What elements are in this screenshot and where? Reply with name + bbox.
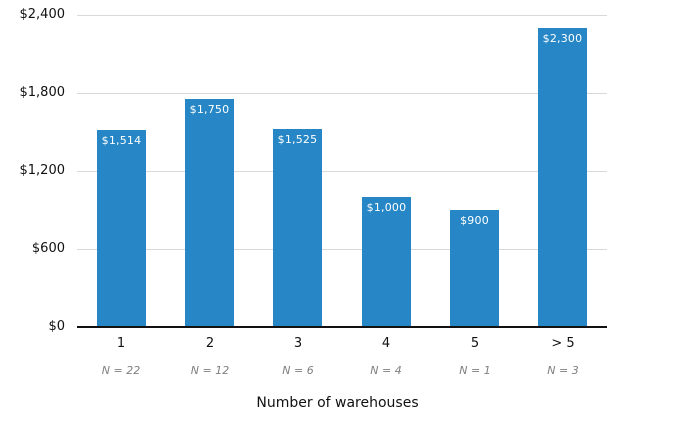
y-tick-label: $1,200 xyxy=(19,163,66,178)
x-tick-label: 4 xyxy=(381,336,391,351)
bar-5: $900 xyxy=(450,210,499,327)
bar-value-label: $1,000 xyxy=(366,201,407,214)
bar-4: $1,000 xyxy=(362,197,411,327)
x-axis-title: Number of warehouses xyxy=(256,395,419,411)
x-tick-label: 2 xyxy=(205,336,215,351)
n-count-label: N = 22 xyxy=(101,364,141,377)
x-tick-label: > 5 xyxy=(551,336,575,351)
bar-value-label: $1,525 xyxy=(277,133,318,146)
y-tick-label: $600 xyxy=(31,241,65,256)
bar-2: $1,750 xyxy=(185,99,234,327)
bar-3: $1,525 xyxy=(273,129,322,327)
n-count-label: N = 4 xyxy=(370,364,402,377)
gridline xyxy=(77,93,607,94)
y-tick-label: $1,800 xyxy=(19,85,66,100)
y-tick-label: $2,400 xyxy=(19,7,66,22)
n-count-label: N = 1 xyxy=(459,364,491,377)
gridline xyxy=(77,249,607,250)
bar-value-label: $1,750 xyxy=(189,103,230,116)
y-tick-label: $0 xyxy=(48,319,65,334)
bar-value-label: $900 xyxy=(460,214,489,227)
bar-6: $2,300 xyxy=(538,28,587,327)
bar-value-label: $1,514 xyxy=(101,134,142,147)
x-tick-label: 1 xyxy=(116,336,126,351)
n-count-label: N = 12 xyxy=(190,364,230,377)
n-count-label: N = 6 xyxy=(282,364,314,377)
x-tick-label: 5 xyxy=(470,336,480,351)
gridline xyxy=(77,171,607,172)
n-count-label: N = 3 xyxy=(547,364,579,377)
gridline xyxy=(77,15,607,16)
bar-value-label: $2,300 xyxy=(542,32,583,45)
bar-1: $1,514 xyxy=(97,130,146,327)
x-axis-line xyxy=(77,326,607,328)
x-tick-label: 3 xyxy=(293,336,303,351)
